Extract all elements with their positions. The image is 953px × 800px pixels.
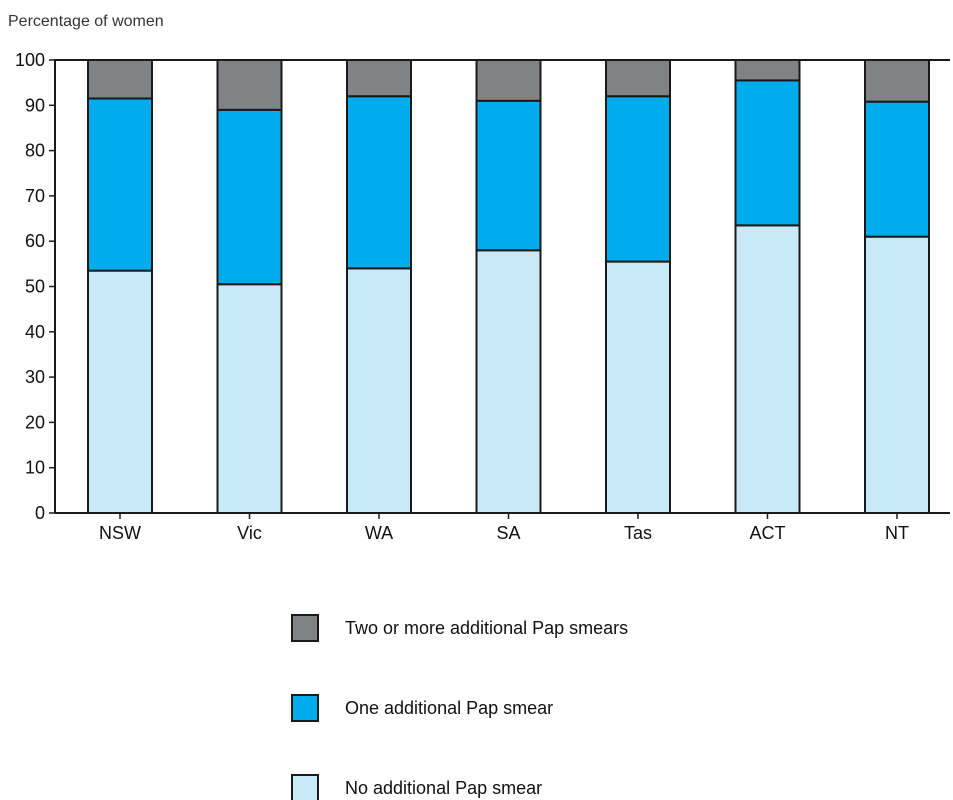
y-tick-label: 100 — [15, 50, 45, 70]
legend-label-1: One additional Pap smear — [345, 698, 553, 718]
y-axis-title: Percentage of women — [8, 13, 164, 30]
bar-segment-wa-series-0 — [346, 267, 412, 514]
legend-swatch-1 — [291, 694, 319, 722]
axes-layer: NSW Vic WA SA Tas ACT NT 0 10 20 30 40 50 60 70 80 90 100 — [15, 50, 950, 543]
x-tick-label: WA — [365, 523, 393, 543]
x-tick-label: NT — [885, 523, 909, 543]
legend-swatch-0 — [291, 614, 319, 642]
bar-segment-sa-series-0 — [475, 249, 542, 514]
y-tick-label: 70 — [25, 186, 45, 206]
bar-segment-tas-series-2 — [605, 59, 671, 98]
bar-segment-vic-series-0 — [216, 283, 283, 514]
bar-segment-act-series-0 — [734, 224, 801, 514]
y-tick-label: 10 — [25, 458, 45, 478]
x-tick-label: ACT — [750, 523, 786, 543]
bar-segment-nt-series-1 — [864, 100, 930, 238]
x-tick-label: SA — [496, 523, 520, 543]
x-tick-label: Tas — [624, 523, 652, 543]
bar-segment-nt-series-0 — [864, 235, 930, 514]
bar-segment-act-series-2 — [734, 59, 801, 82]
legend-swatch-2 — [291, 774, 319, 800]
bar-segment-sa-series-1 — [475, 99, 542, 252]
bar-segment-vic-series-1 — [216, 108, 283, 286]
bar-segment-tas-series-1 — [605, 95, 671, 263]
bar-segment-wa-series-2 — [346, 59, 412, 98]
y-tick-label: 30 — [25, 367, 45, 387]
legend-label-0: Two or more additional Pap smears — [345, 618, 628, 638]
x-tick-label: Vic — [237, 523, 262, 543]
bar-segment-wa-series-1 — [346, 95, 412, 270]
bar-segment-nt-series-2 — [864, 59, 930, 103]
bar-segment-nsw-series-0 — [87, 269, 153, 514]
legend-label-2: No additional Pap smear — [345, 778, 542, 798]
legend: Two or more additional Pap smears One add… — [291, 614, 628, 800]
bar-segment-tas-series-0 — [605, 260, 671, 514]
bar-segment-nsw-series-1 — [87, 97, 153, 272]
y-tick-label: 60 — [25, 231, 45, 251]
y-tick-label: 50 — [25, 277, 45, 297]
bar-segment-vic-series-2 — [216, 59, 283, 111]
bar-segment-sa-series-2 — [475, 59, 542, 102]
y-tick-label: 20 — [25, 412, 45, 432]
x-tick-label: NSW — [99, 523, 141, 543]
bar-segment-act-series-1 — [734, 79, 801, 227]
y-tick-label: 80 — [25, 141, 45, 161]
y-tick-label: 90 — [25, 95, 45, 115]
bar-segment-nsw-series-2 — [87, 59, 153, 100]
y-tick-label: 0 — [35, 503, 45, 523]
bars-layer — [87, 59, 930, 514]
y-tick-label: 40 — [25, 322, 45, 342]
